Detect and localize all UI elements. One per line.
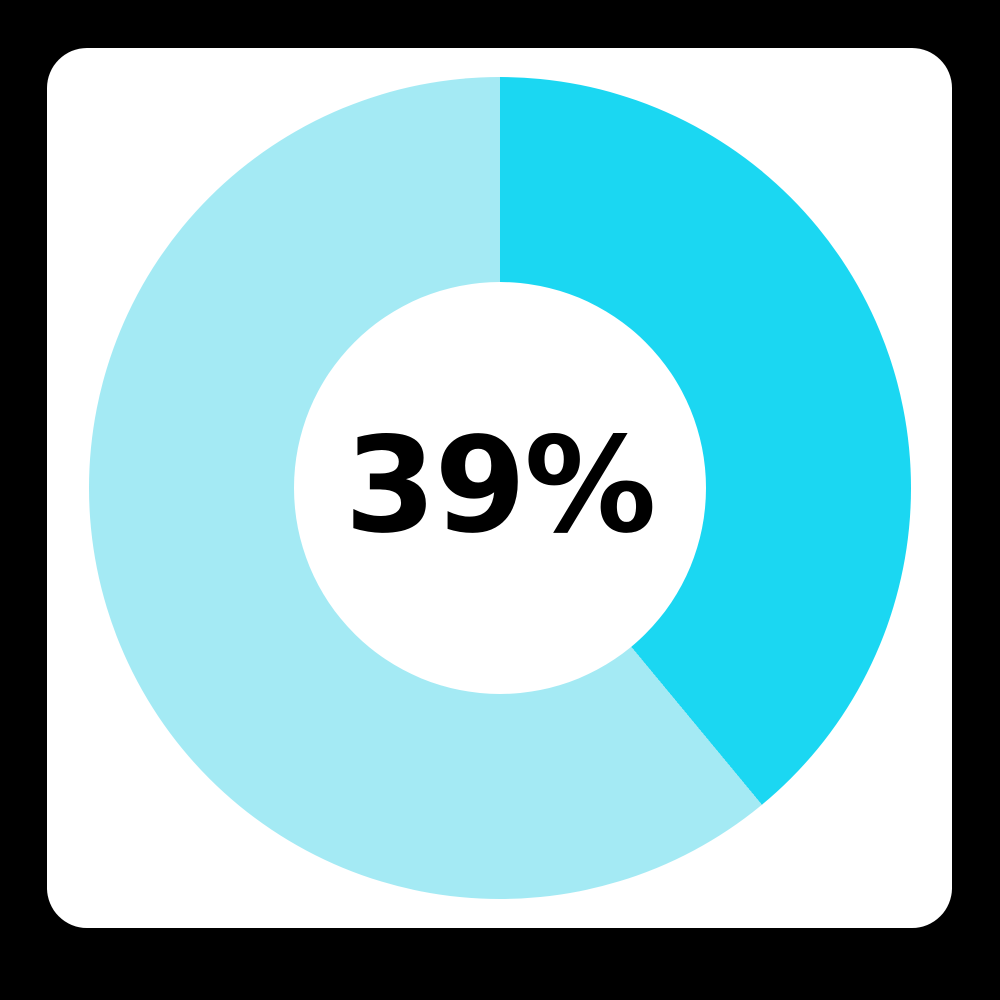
chart-card: 39% bbox=[47, 48, 952, 928]
donut-hole: 39% bbox=[293, 282, 706, 694]
donut-chart: 39% bbox=[88, 77, 911, 899]
donut-center-label: 39% bbox=[344, 409, 657, 563]
